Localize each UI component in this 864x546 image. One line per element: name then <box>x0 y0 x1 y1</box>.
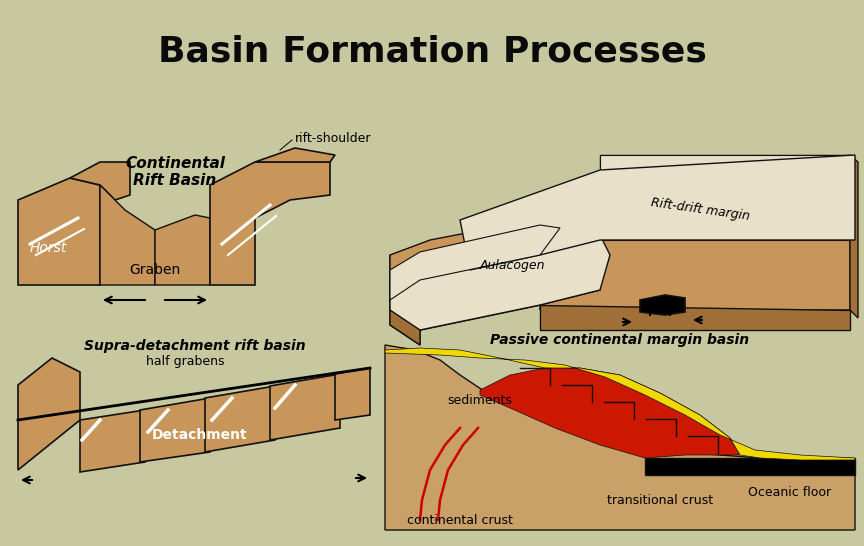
Text: Aulacogen: Aulacogen <box>480 258 545 271</box>
Polygon shape <box>385 348 855 460</box>
Polygon shape <box>540 305 850 330</box>
Polygon shape <box>18 178 100 285</box>
Text: sediments: sediments <box>448 394 512 407</box>
Polygon shape <box>210 162 330 285</box>
Polygon shape <box>100 195 210 285</box>
Polygon shape <box>155 215 210 285</box>
Text: Passive continental margin basin: Passive continental margin basin <box>491 333 750 347</box>
Polygon shape <box>335 368 370 420</box>
Polygon shape <box>270 374 340 440</box>
Polygon shape <box>385 345 855 530</box>
Text: Rift-drift margin: Rift-drift margin <box>650 197 750 223</box>
Polygon shape <box>80 410 145 472</box>
Polygon shape <box>600 155 850 240</box>
Polygon shape <box>390 215 610 310</box>
Polygon shape <box>390 255 420 345</box>
Polygon shape <box>205 386 275 452</box>
Polygon shape <box>600 155 850 240</box>
Polygon shape <box>390 228 610 330</box>
Text: Supra-detachment rift basin: Supra-detachment rift basin <box>84 339 306 353</box>
Text: Detachment: Detachment <box>152 428 248 442</box>
Text: half grabens: half grabens <box>146 355 225 369</box>
Polygon shape <box>390 225 560 300</box>
Text: rift-shoulder: rift-shoulder <box>295 132 372 145</box>
Polygon shape <box>390 250 610 330</box>
Text: continental crust: continental crust <box>407 513 513 526</box>
Polygon shape <box>850 155 858 318</box>
Polygon shape <box>390 310 420 345</box>
Polygon shape <box>140 398 210 462</box>
Text: Oceanic floor: Oceanic floor <box>748 485 831 498</box>
Polygon shape <box>70 162 130 200</box>
Polygon shape <box>645 458 855 475</box>
Text: transitional crust: transitional crust <box>607 494 713 507</box>
Text: Basin Formation Processes: Basin Formation Processes <box>157 35 707 69</box>
Text: Horst: Horst <box>29 241 67 255</box>
Polygon shape <box>540 240 850 310</box>
Text: Continental
Rift Basin: Continental Rift Basin <box>125 156 225 188</box>
Polygon shape <box>640 295 685 315</box>
Polygon shape <box>460 155 855 270</box>
Polygon shape <box>255 148 335 162</box>
Polygon shape <box>480 368 740 458</box>
Polygon shape <box>18 358 80 470</box>
Text: Graben: Graben <box>130 263 181 277</box>
Polygon shape <box>100 185 155 285</box>
